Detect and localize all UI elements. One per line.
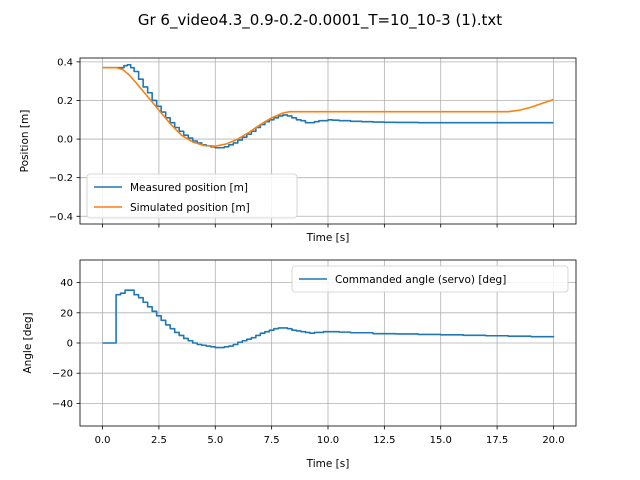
position-legend-label-1: Simulated position [m] bbox=[130, 202, 250, 214]
position-plot-lines bbox=[102, 63, 554, 149]
angle-legend: Commanded angle (servo) [deg] bbox=[291, 265, 569, 293]
angle-x-tick-label: 12.5 bbox=[373, 435, 395, 446]
angle-y-tick-label: 0 bbox=[67, 339, 73, 350]
angle-x-tick-label: 15.0 bbox=[430, 435, 452, 446]
angle-series-line-0 bbox=[102, 289, 555, 349]
position-series-line-1 bbox=[102, 66, 554, 148]
angle-x-tick-label: 7.5 bbox=[264, 435, 280, 446]
angle-x-tick-label: 20.0 bbox=[542, 435, 564, 446]
position-legend-label-0: Measured position [m] bbox=[130, 182, 248, 194]
angle-legend-box bbox=[291, 265, 569, 293]
position-x-axis-label: Time [s] bbox=[306, 232, 350, 244]
position-legend: Measured position [m] Simulated position … bbox=[86, 173, 298, 219]
position-y-tick-label: 0.2 bbox=[57, 96, 73, 107]
angle-y-tick-label: 40 bbox=[60, 278, 73, 289]
angle-chart: 0.0 2.5 5.0 7.5 10.0 12.5 15.0 17.5 20.0 40 20 0 −20… bbox=[22, 259, 577, 470]
angle-y-tick-label: 20 bbox=[60, 308, 73, 319]
angle-plot-lines bbox=[102, 289, 555, 349]
angle-x-tick-label: 2.5 bbox=[151, 435, 167, 446]
angle-y-tick-label: −40 bbox=[52, 399, 73, 410]
position-series-line-0 bbox=[102, 63, 554, 149]
angle-x-tick-label: 10.0 bbox=[317, 435, 339, 446]
angle-ticks: 0.0 2.5 5.0 7.5 10.0 12.5 15.0 17.5 20.0 40 20 0 −20… bbox=[52, 278, 565, 446]
angle-y-axis-label: Angle [deg] bbox=[22, 312, 34, 373]
angle-x-axis-label: Time [s] bbox=[306, 458, 350, 470]
figure-title: Gr 6_video4.3_0.9-0.2-0.0001_T=10_10-3 (… bbox=[138, 11, 502, 30]
position-chart: 0.40.20.0−0.2−0.4 Time [s] Position [m] … bbox=[19, 57, 577, 244]
angle-legend-label-0: Commanded angle (servo) [deg] bbox=[335, 274, 506, 286]
position-y-tick-label: −0.4 bbox=[49, 212, 73, 223]
angle-x-tick-label: 5.0 bbox=[207, 435, 223, 446]
position-y-tick-label: 0.0 bbox=[57, 135, 73, 146]
position-ticks: 0.4 0.2 0.0 −0.2 −0.4 bbox=[49, 57, 554, 228]
position-y-tick-label: 0.4 bbox=[57, 57, 73, 68]
angle-x-tick-label: 0.0 bbox=[95, 435, 111, 446]
angle-y-tick-label: −20 bbox=[52, 369, 73, 380]
angle-x-tick-label: 17.5 bbox=[486, 435, 508, 446]
position-y-axis-label: Position [m] bbox=[19, 110, 31, 173]
position-legend-box bbox=[86, 173, 298, 219]
position-y-tick-label: −0.2 bbox=[49, 173, 73, 184]
